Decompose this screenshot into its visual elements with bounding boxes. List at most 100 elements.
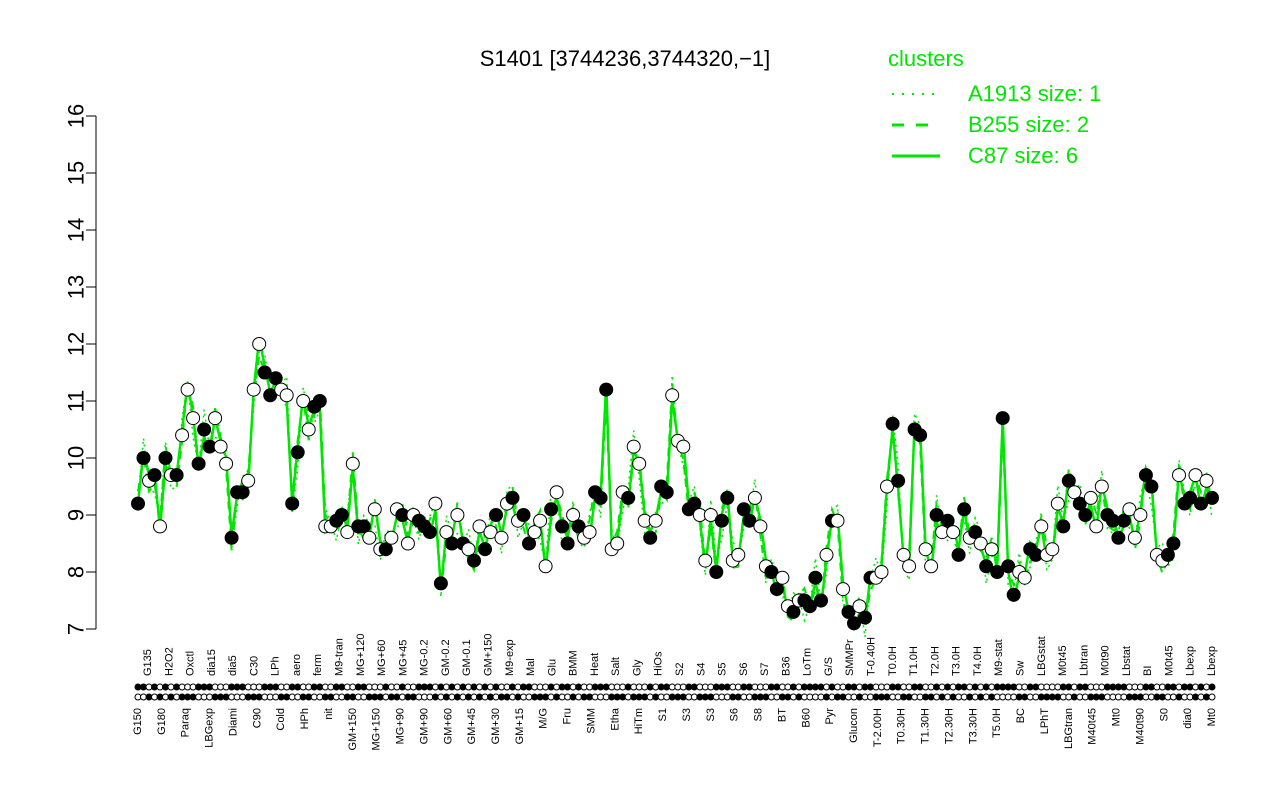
- rug-mark: [1208, 693, 1216, 701]
- x-tick-label: Lbtran: [1078, 645, 1090, 676]
- data-point: [841, 604, 856, 619]
- data-point: [665, 388, 680, 403]
- x-tick-label: S2: [674, 663, 686, 676]
- x-tick-label: Mt0: [1206, 708, 1218, 726]
- data-point: [246, 382, 261, 397]
- data-point: [263, 388, 278, 403]
- data-point: [472, 519, 487, 534]
- x-tick-label: nit: [323, 708, 335, 720]
- x-tick-label: S1: [657, 708, 669, 721]
- x-tick-label: MG-0.2: [419, 639, 431, 676]
- data-point: [362, 530, 377, 545]
- data-point: [1089, 519, 1104, 534]
- x-tick-label: dia5: [227, 655, 239, 676]
- data-point: [1122, 502, 1137, 517]
- x-tick-label: M9-tran: [334, 638, 346, 676]
- data-point: [461, 542, 476, 557]
- x-tick-label: GM+150: [483, 634, 495, 677]
- x-tick-label: T1.30H: [920, 708, 932, 744]
- x-tick-label: dia0: [1182, 708, 1194, 729]
- data-point: [544, 502, 559, 517]
- data-point: [836, 582, 850, 597]
- data-point: [808, 570, 823, 585]
- x-rug: [134, 683, 1216, 701]
- data-point: [428, 496, 443, 511]
- data-point: [571, 519, 586, 534]
- x-tick-label: GM+45: [466, 708, 478, 744]
- x-tick-label: T2.30H: [944, 708, 956, 744]
- data-point: [208, 411, 223, 426]
- data-point: [180, 382, 195, 397]
- y-axis: 7 8 9 10 11 12 13 14 15 16: [64, 104, 97, 635]
- x-tick-label: S7: [759, 663, 771, 676]
- data-point: [186, 411, 201, 426]
- rug-mark: [955, 683, 963, 691]
- x-tick-label: Lbexp: [1185, 646, 1197, 676]
- data-point: [131, 496, 145, 511]
- x-tick-label: aero: [291, 654, 303, 676]
- x-tick-label: T0.0H: [887, 646, 899, 676]
- x-tick-label: Heat: [589, 653, 601, 676]
- data-point: [400, 536, 415, 551]
- x-tick-label: ferm: [312, 654, 324, 676]
- data-point: [296, 394, 311, 408]
- x-tick-label: Glu: [546, 659, 558, 676]
- data-point: [1017, 570, 1032, 585]
- x-tick-label: S8: [753, 708, 765, 721]
- data-point: [990, 565, 1005, 579]
- x-tick-label: T1.0H: [908, 646, 920, 676]
- data-point: [880, 479, 894, 494]
- x-tick-label: Pyr: [824, 708, 836, 725]
- data-point: [593, 490, 608, 505]
- data-point: [555, 519, 570, 534]
- x-tick-label: S3: [705, 708, 717, 721]
- data-point: [995, 411, 1010, 426]
- data-point: [235, 485, 250, 500]
- x-tick-label: M40t45: [1087, 708, 1099, 745]
- x-tick-label: BT: [776, 708, 788, 722]
- y-tick-label: 10: [64, 446, 89, 470]
- data-point: [626, 439, 641, 454]
- legend-label-a1913: A1913 size: 1: [968, 81, 1101, 106]
- series-lines: [136, 338, 1214, 638]
- data-point: [852, 599, 867, 614]
- data-point: [610, 536, 625, 551]
- data-point: [1172, 468, 1186, 483]
- data-point: [742, 513, 757, 528]
- data-points: [131, 337, 1219, 631]
- data-point: [819, 547, 834, 562]
- data-point: [1072, 496, 1087, 511]
- data-point: [1045, 542, 1060, 557]
- data-point: [1127, 530, 1142, 545]
- data-point: [175, 428, 190, 443]
- data-point: [301, 422, 316, 437]
- data-point: [802, 599, 817, 614]
- x-tick-label: GM+15: [514, 708, 526, 744]
- x-tick-label: G/S: [823, 657, 835, 676]
- data-point: [279, 388, 294, 403]
- data-point: [929, 508, 944, 522]
- data-point: [946, 525, 961, 540]
- data-point: [753, 519, 768, 534]
- chart-title: S1401 [3744236,3744320,−1]: [480, 46, 771, 71]
- data-point: [467, 553, 481, 568]
- data-point: [136, 451, 151, 465]
- x-tick-label: S3: [681, 708, 693, 721]
- x-tick-label: SMMPr: [844, 639, 856, 676]
- data-point: [224, 530, 239, 545]
- data-point: [1144, 479, 1159, 494]
- data-point: [924, 559, 939, 574]
- x-tick-label: Paraq: [180, 708, 192, 737]
- x-tick-label: S0: [1158, 708, 1170, 721]
- x-tick-label: GM+90: [418, 708, 430, 744]
- x-tick-label: C30: [248, 656, 260, 676]
- data-point: [378, 542, 393, 557]
- x-tick-label: Mal: [525, 658, 537, 676]
- data-point: [736, 502, 751, 517]
- data-point: [505, 490, 520, 505]
- x-tick-label: MG+90: [395, 708, 407, 744]
- data-point: [676, 439, 691, 454]
- x-tick-label: LoTm: [802, 648, 814, 676]
- data-point: [786, 604, 801, 619]
- x-tick-label: S5: [717, 663, 729, 676]
